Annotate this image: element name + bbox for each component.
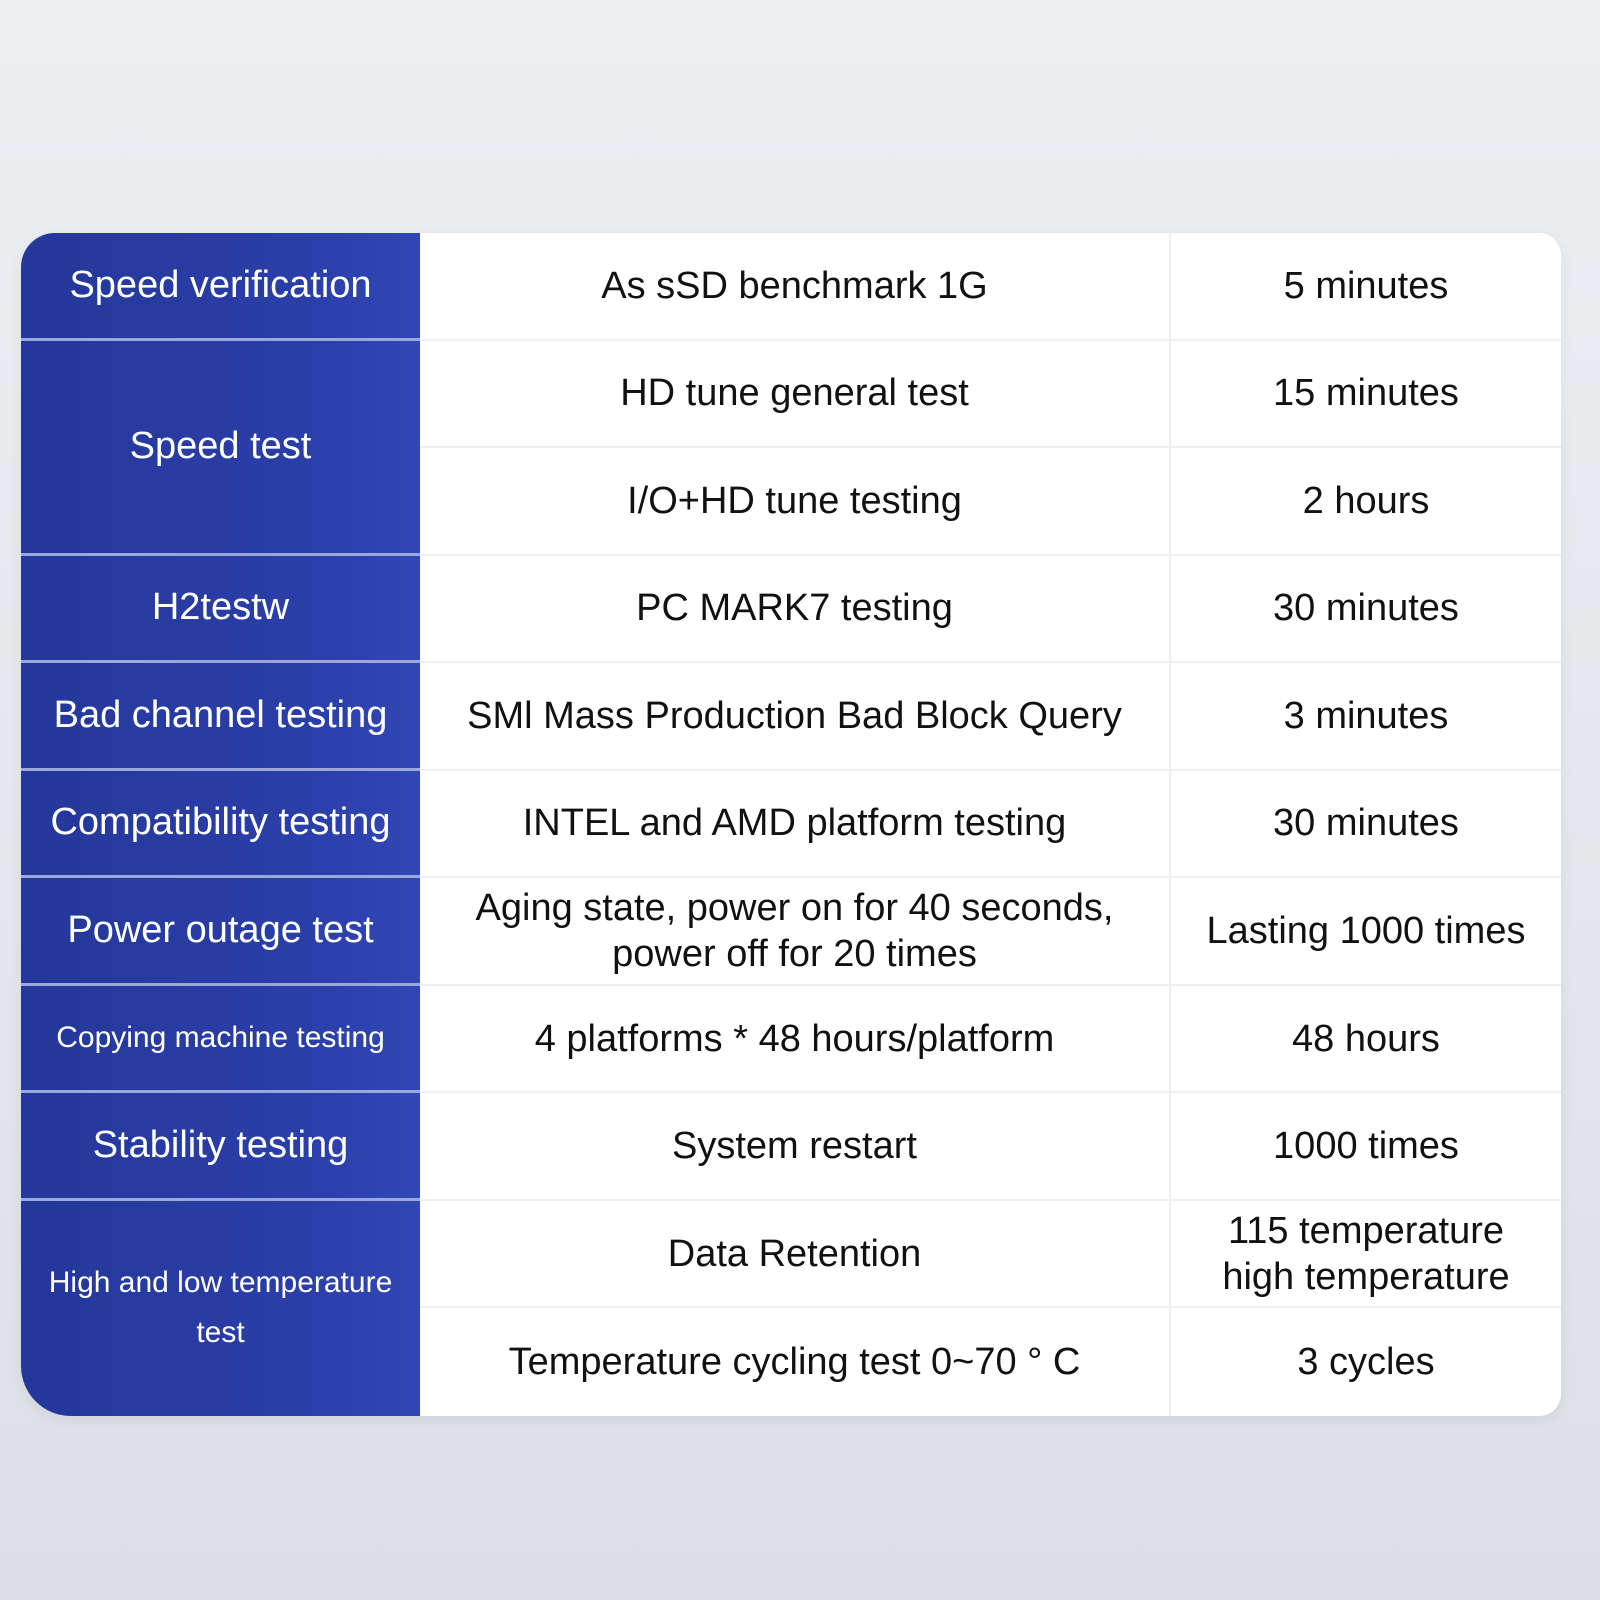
test-duration-cell: Lasting 1000 times bbox=[1171, 878, 1561, 986]
test-method-cell: System restart bbox=[420, 1093, 1171, 1201]
test-duration-cell: 2 hours bbox=[1171, 448, 1561, 556]
test-duration-cell: 115 temperature high temperature bbox=[1171, 1201, 1561, 1309]
test-category-label: Speed verification bbox=[21, 233, 420, 341]
test-method-cell: Temperature cycling test 0~70 ° C bbox=[420, 1308, 1171, 1416]
test-category-label: Compatibility testing bbox=[21, 770, 420, 879]
test-table: Speed verification Speed test H2testw Bad c… bbox=[21, 233, 1561, 1416]
test-method-cell: I/O+HD tune testing bbox=[420, 448, 1171, 556]
test-duration-cell: 30 minutes bbox=[1171, 556, 1561, 664]
test-duration-cell: 48 hours bbox=[1171, 986, 1561, 1094]
test-category-label: Speed test bbox=[21, 340, 420, 556]
test-duration-cell: 3 cycles bbox=[1297, 1341, 1435, 1384]
test-method-cell: PC MARK7 testing bbox=[420, 555, 1171, 664]
test-category-label: High and low temperature test bbox=[21, 1200, 420, 1416]
test-category-label: Copying machine testing bbox=[21, 985, 420, 1094]
test-method-cell: SMl Mass Production Bad Block Query bbox=[420, 663, 1171, 771]
test-duration-cell: 1000 times bbox=[1171, 1093, 1561, 1201]
test-duration-cell: 30 minutes bbox=[1171, 771, 1561, 879]
test-method-cell: 4 platforms * 48 hours/platform bbox=[420, 985, 1171, 1094]
test-category-label: Stability testing bbox=[21, 1093, 420, 1201]
test-duration-cell: 5 minutes bbox=[1171, 233, 1561, 341]
test-method-cell: Data Retention bbox=[420, 1200, 1171, 1309]
test-category-label: H2testw bbox=[21, 555, 420, 664]
test-category-label: Power outage test bbox=[21, 878, 420, 986]
test-duration-cell: 3 minutes bbox=[1171, 663, 1561, 771]
test-method-cell: HD tune general test bbox=[420, 340, 1171, 449]
test-category-label: Bad channel testing bbox=[21, 663, 420, 771]
test-method-cell: Aging state, power on for 40 seconds, po… bbox=[420, 878, 1171, 986]
test-duration-cell: 15 minutes bbox=[1171, 341, 1561, 449]
test-method-cell: INTEL and AMD platform testing bbox=[420, 770, 1171, 879]
test-method-cell: As sSD benchmark 1G bbox=[420, 233, 1171, 341]
